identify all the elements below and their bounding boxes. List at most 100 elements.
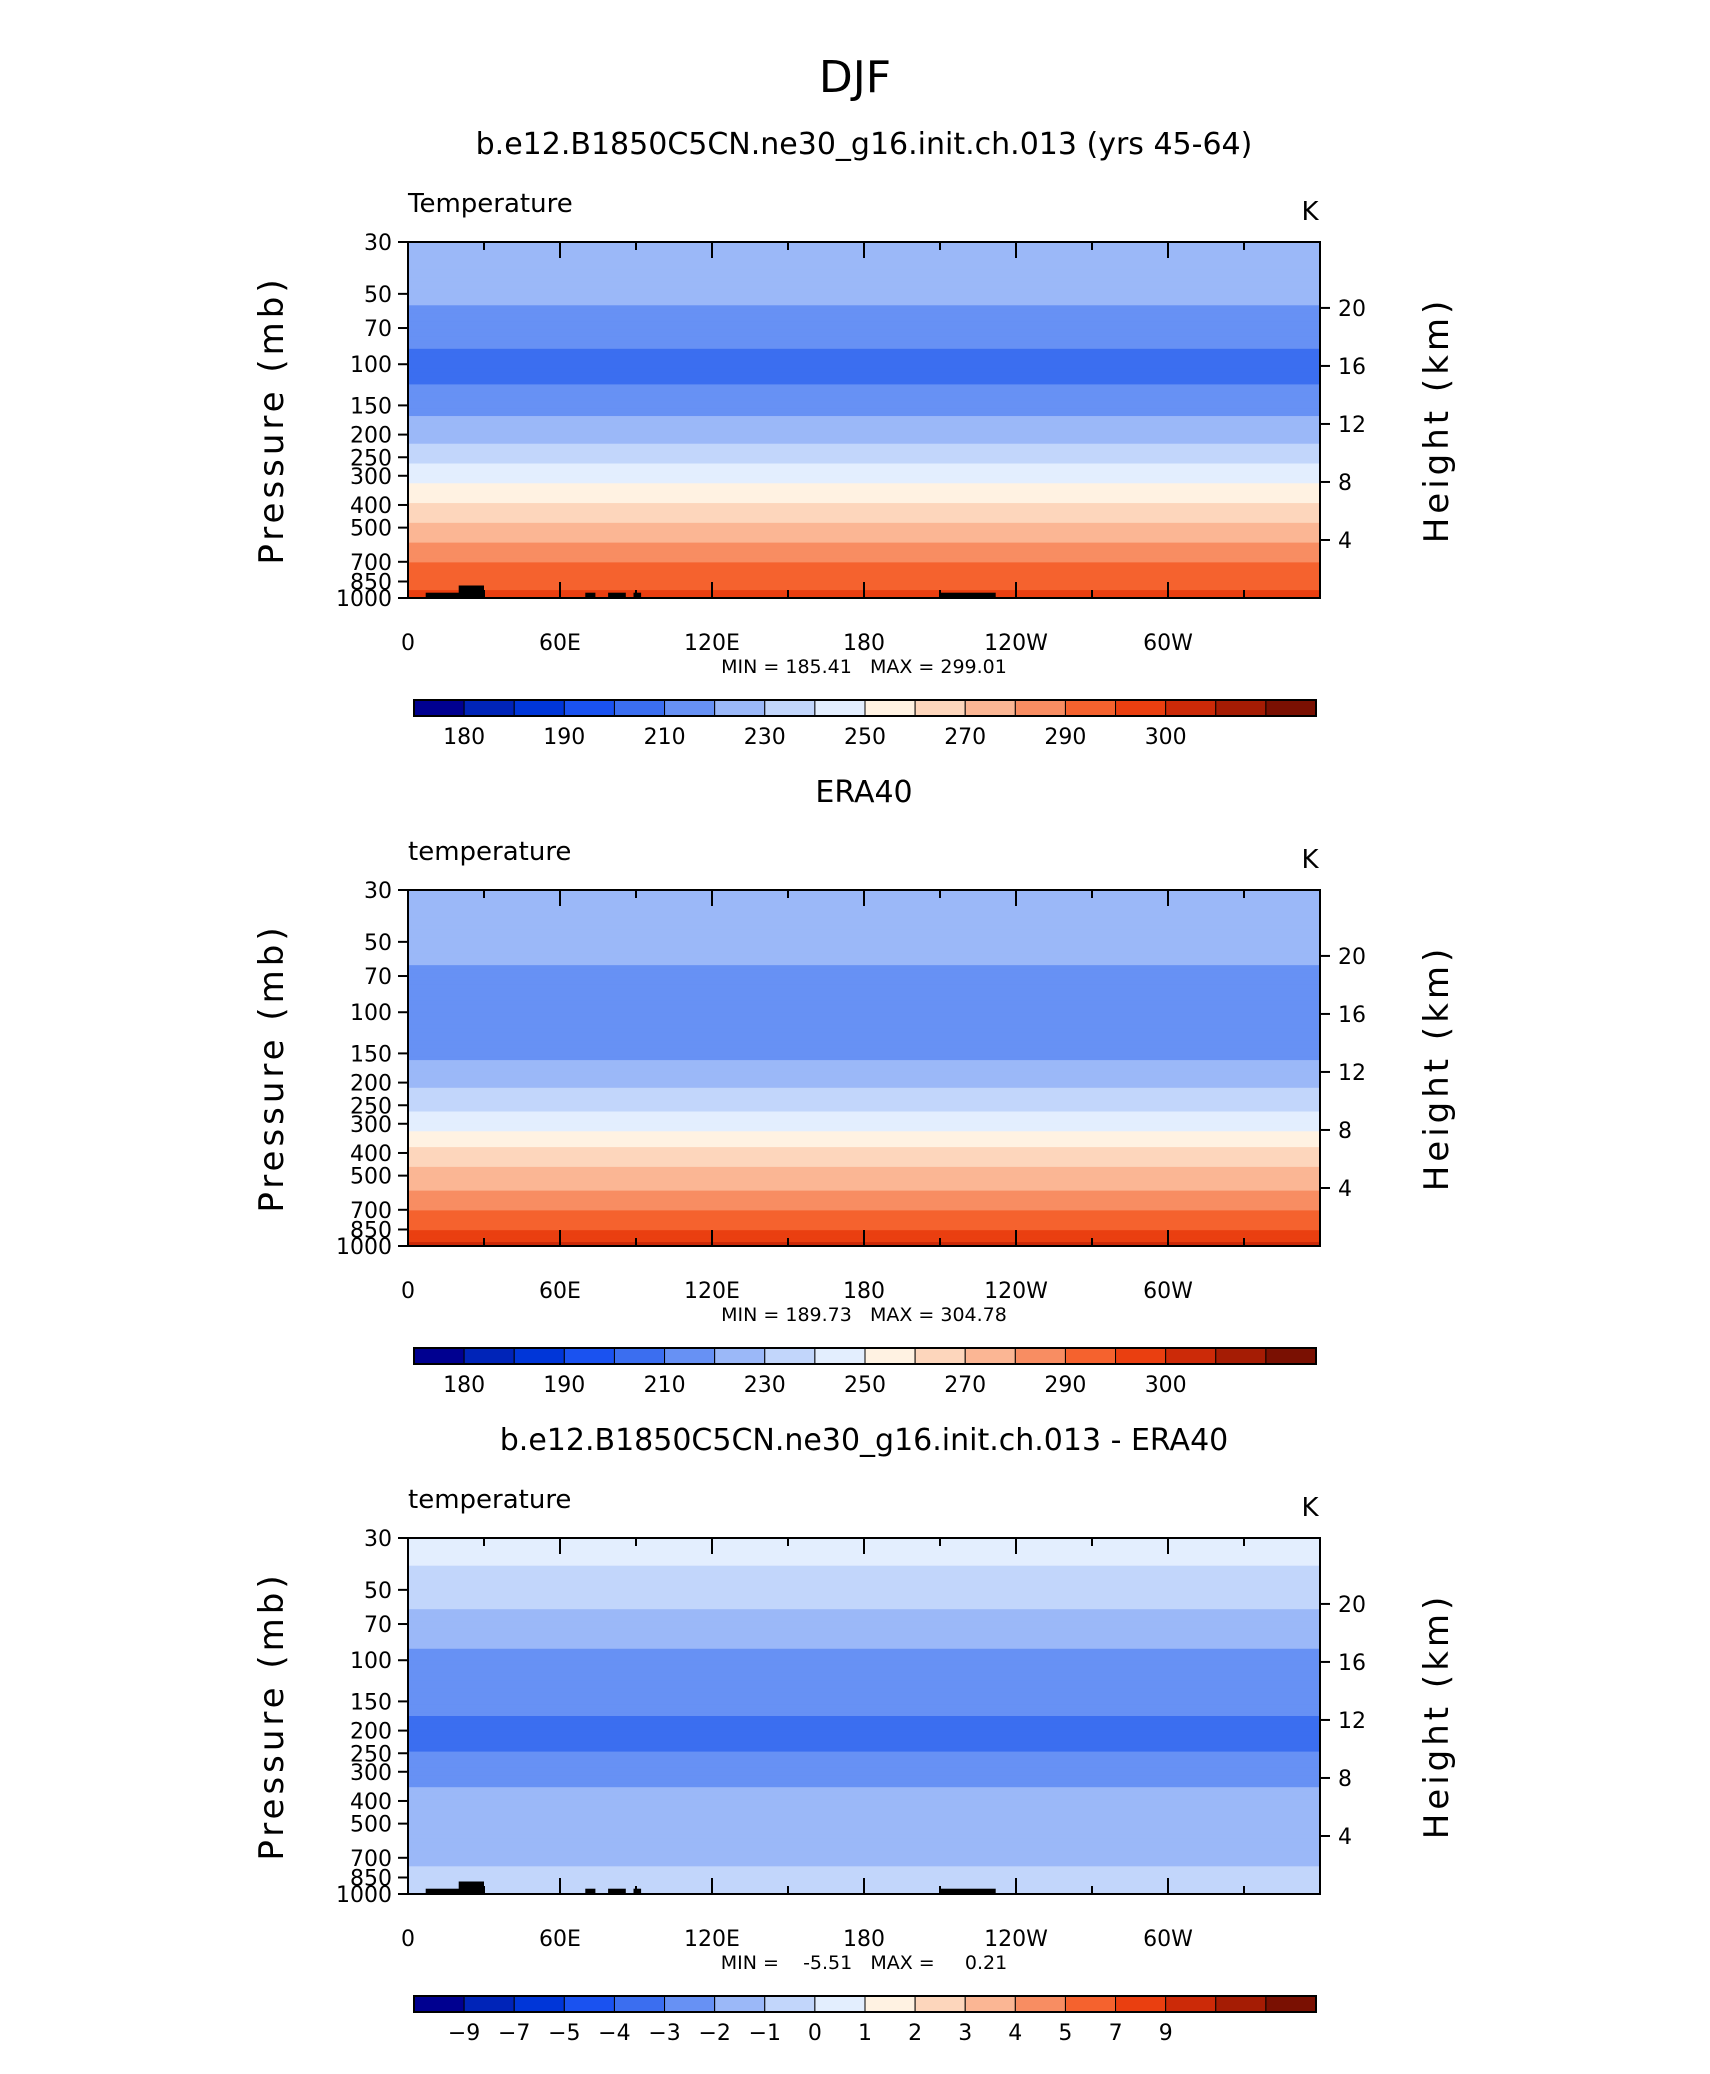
contour-band: [408, 1024, 1320, 1030]
contour-band: [408, 1103, 1320, 1109]
x-tick-label: 180: [843, 631, 885, 656]
y-tick-label: 1000: [336, 1235, 392, 1260]
colorbar-label: −1: [749, 2021, 781, 2046]
contour-band: [408, 427, 1320, 433]
contour-band: [408, 1151, 1320, 1156]
height-tick-label: 16: [1338, 1651, 1366, 1676]
contour-band: [408, 1589, 1320, 1594]
colorbar: 180 190 210 230 250 270 290 300: [413, 699, 1317, 750]
contour-band: [408, 957, 1320, 962]
contour-field: [408, 890, 1320, 1247]
y-tick-label: 500: [350, 517, 392, 542]
terrain-block: [940, 592, 996, 598]
colorbar-label: 7: [1109, 2021, 1123, 2046]
contour-band: [408, 404, 1320, 409]
contour-field: [408, 1538, 1320, 1895]
contour-band: [408, 1214, 1320, 1219]
y-tick-label: 400: [350, 1790, 392, 1815]
height-tick-label: 16: [1338, 355, 1366, 380]
colorbar-box: [513, 1995, 565, 2013]
contour-band: [408, 1656, 1320, 1662]
contour-band: [408, 443, 1320, 449]
colorbar-label: 2: [908, 2021, 922, 2046]
height-tick-label: 16: [1338, 1003, 1366, 1028]
height-tick-label: 12: [1338, 413, 1366, 438]
contour-band: [408, 344, 1320, 350]
terrain-block: [458, 585, 484, 598]
contour-band: [408, 1708, 1320, 1713]
contour-band: [408, 949, 1320, 954]
y-tick-label: 700: [350, 551, 392, 576]
contour-band: [408, 273, 1320, 279]
contour-band: [408, 1071, 1320, 1077]
height-tick-label: 8: [1338, 471, 1352, 496]
colorbar-box: [1265, 699, 1317, 717]
contour-band: [408, 463, 1320, 469]
contour-band: [408, 1676, 1320, 1681]
terrain-block: [608, 1888, 626, 1894]
contour-band: [408, 1803, 1320, 1808]
y-tick-label: 30: [364, 231, 392, 256]
colorbar-box: [563, 1995, 615, 2013]
terrain-block: [458, 1881, 484, 1894]
x-tick-label: 120W: [984, 1927, 1048, 1952]
contour-band: [408, 909, 1320, 915]
height-tick-label: 8: [1338, 1767, 1352, 1792]
contour-band: [408, 1834, 1320, 1840]
contour-band: [408, 1621, 1320, 1626]
contour-band: [408, 321, 1320, 326]
colorbar-label: 290: [1044, 725, 1086, 750]
contour-band: [408, 1186, 1320, 1192]
colorbar-label: −2: [698, 2021, 730, 2046]
contour-band: [408, 1700, 1320, 1705]
colorbar-box: [1014, 699, 1066, 717]
contour-band: [408, 1131, 1320, 1136]
colorbar-box: [664, 1347, 716, 1365]
contour-band: [408, 507, 1320, 512]
contour-band: [408, 376, 1320, 382]
contour-band: [408, 1155, 1320, 1160]
contour-band: [408, 447, 1320, 453]
height-tick-label: 4: [1338, 1177, 1352, 1202]
contour-band: [408, 459, 1320, 465]
contour-band: [408, 475, 1320, 480]
colorbar-box: [714, 699, 766, 717]
contour-band: [408, 499, 1320, 504]
contour-band: [408, 368, 1320, 374]
min-max-label: MIN = -5.51 MAX = 0.21: [721, 1952, 1007, 1974]
colorbar-box: [864, 1347, 916, 1365]
contour-band: [408, 1119, 1320, 1124]
contour-band: [408, 1147, 1320, 1152]
contour-band: [408, 969, 1320, 974]
contour-band: [408, 1581, 1320, 1587]
colorbar-label: −7: [498, 2021, 530, 2046]
contour-band: [408, 1032, 1320, 1037]
colorbar-box: [964, 1347, 1016, 1365]
contour-band: [408, 988, 1320, 994]
colorbar-box: [864, 699, 916, 717]
contour-band: [408, 1767, 1320, 1772]
contour-band: [408, 301, 1320, 306]
colorbar-box: [714, 1995, 766, 2013]
colorbar-box: [714, 1347, 766, 1365]
contour-band: [408, 1723, 1320, 1729]
colorbar-frame: [413, 1347, 1317, 1365]
colorbar-box: [563, 1347, 615, 1365]
y-tick-label: 250: [350, 446, 392, 471]
y-tick-label: 250: [350, 1742, 392, 1767]
colorbar-label: −4: [598, 2021, 630, 2046]
contour-band: [408, 1048, 1320, 1053]
contour-band: [408, 1012, 1320, 1018]
y-tick-label: 70: [364, 965, 392, 990]
contour-band: [408, 384, 1320, 389]
contour-band: [408, 1617, 1320, 1622]
contour-band: [408, 1850, 1320, 1856]
contour-band: [408, 392, 1320, 397]
contour-band: [408, 1632, 1320, 1638]
contour-band: [408, 558, 1320, 563]
contour-band: [408, 1743, 1320, 1749]
y-axis-title: Pressure (mb): [252, 1571, 292, 1860]
contour-band: [408, 1668, 1320, 1674]
contour-band: [408, 313, 1320, 318]
contour-band: [408, 1731, 1320, 1737]
